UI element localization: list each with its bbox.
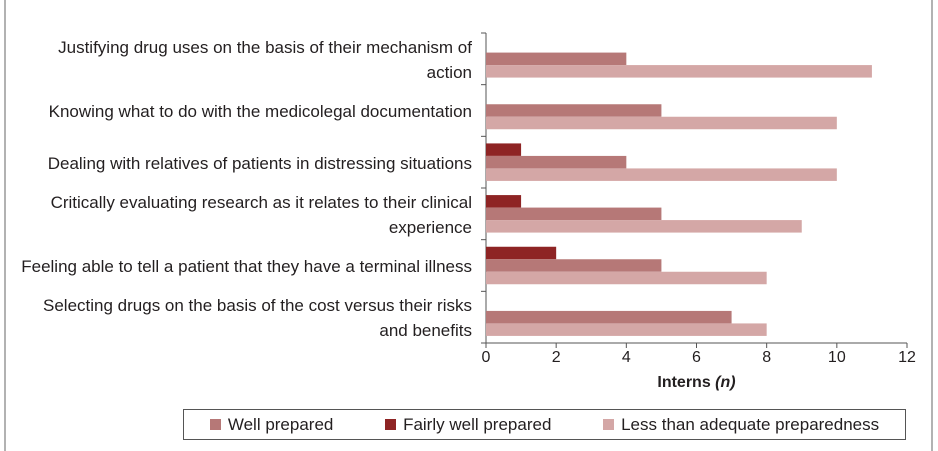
bar	[486, 271, 767, 285]
bar	[486, 104, 662, 117]
legend-label: Well prepared	[227, 414, 334, 434]
category-label: Critically evaluating research as it rel…	[50, 192, 472, 237]
bar	[486, 310, 732, 324]
bar	[486, 65, 872, 78]
legend-label: Less than adequate preparedness	[621, 414, 880, 434]
legend-item: Less than adequate preparedness	[603, 415, 879, 435]
bar	[486, 116, 837, 130]
x-axis-label: Interns (n)	[657, 374, 735, 391]
bar	[486, 52, 627, 66]
x-tick-label: 12	[898, 349, 916, 366]
x-tick-label: 6	[692, 349, 701, 366]
bar	[486, 259, 662, 272]
x-tick-label: 2	[552, 349, 561, 366]
category-label: Dealing with relatives of patients in di…	[47, 153, 472, 173]
x-tick-label: 8	[762, 349, 771, 366]
category-label: Feeling able to tell a patient that they…	[21, 256, 472, 276]
legend-item: Fairly well prepared	[385, 415, 551, 435]
bar	[486, 220, 802, 233]
x-axis-label-text: Interns	[657, 374, 710, 391]
legend-swatch	[209, 419, 221, 430]
legend-swatch	[385, 419, 397, 430]
x-axis-label-unit: (n)	[715, 374, 735, 391]
legend-label: Fairly well prepared	[403, 414, 552, 434]
bar	[486, 207, 662, 221]
category-label: Knowing what to do with the medicolegal …	[48, 101, 472, 121]
x-tick-label: 4	[622, 349, 631, 366]
category-label: Justifying drug uses on the basis of the…	[58, 37, 472, 82]
bar	[486, 168, 837, 181]
legend-item: Well prepared	[209, 414, 334, 435]
bar	[486, 246, 557, 260]
legend: Well prepared Fairly well prepared Less th…	[183, 409, 906, 440]
legend-swatch	[603, 419, 615, 430]
bar	[486, 143, 522, 156]
x-tick-label: 10	[828, 349, 846, 366]
category-label: Selecting drugs on the basis of the cost…	[43, 296, 472, 341]
bar	[486, 155, 627, 169]
x-tick-label: 0	[482, 349, 491, 366]
frame	[4, 0, 933, 451]
bar	[486, 323, 767, 336]
bar	[486, 195, 522, 208]
